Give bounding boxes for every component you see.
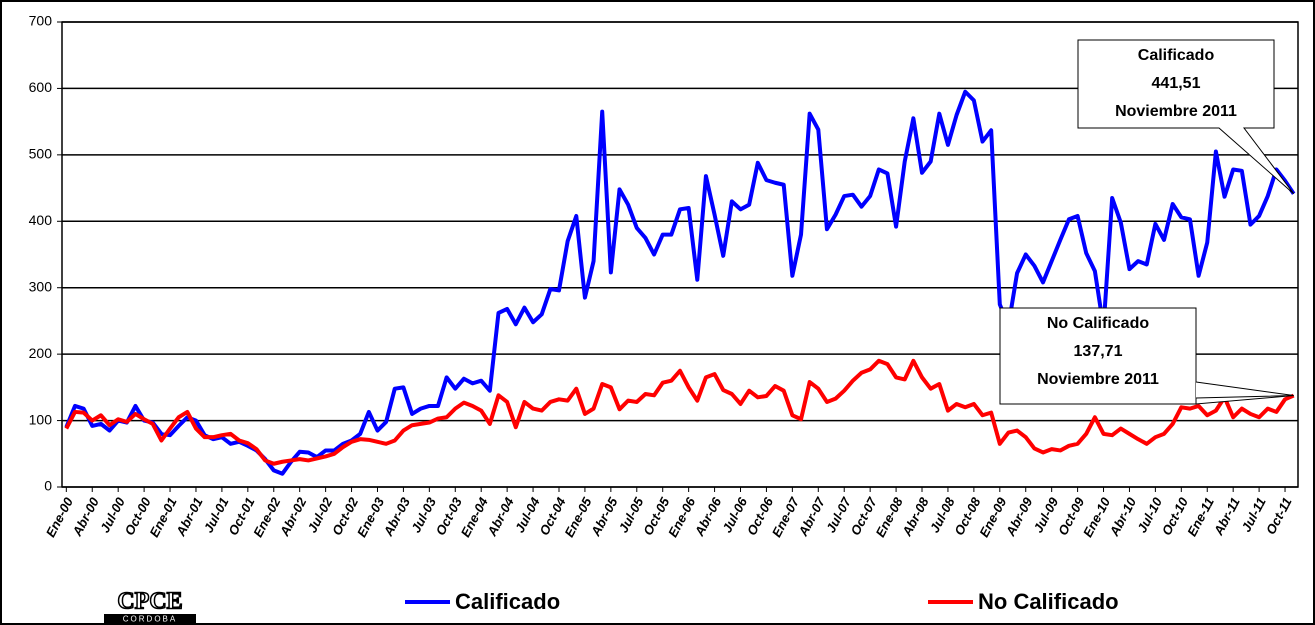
y-tick-label: 600 <box>29 79 53 95</box>
callout-text: 441,51 <box>1152 75 1201 92</box>
y-tick-label: 400 <box>29 212 53 228</box>
y-tick-label: 500 <box>29 146 53 162</box>
callout-pointer <box>1195 381 1294 399</box>
y-tick-label: 700 <box>29 13 53 29</box>
callout-box <box>1077 39 1295 195</box>
callout-text: Noviembre 2011 <box>1037 371 1159 388</box>
legend-label: No Calificado <box>978 589 1119 614</box>
y-tick-label: 200 <box>29 345 53 361</box>
line-series <box>64 89 1296 476</box>
y-tick-label: 300 <box>29 278 53 294</box>
y-tick-label: 0 <box>44 478 52 494</box>
callout-text: Calificado <box>1138 47 1215 64</box>
callout: No Calificado 137,71 Noviembre 2011 <box>999 307 1294 405</box>
callout-text: No Calificado <box>1047 315 1149 332</box>
legend-label: Calificado <box>455 589 560 614</box>
logo: CPCE CORDOBA <box>104 588 196 624</box>
line-series <box>64 358 1295 466</box>
callout-text: 137,71 <box>1074 343 1123 360</box>
callout-text: Noviembre 2011 <box>1115 103 1237 120</box>
callout: Calificado 441,51 Noviembre 2011 <box>1077 39 1295 195</box>
logo-band <box>104 614 196 624</box>
logo-subtext: CORDOBA <box>123 615 177 624</box>
y-tick-label: 100 <box>29 411 53 427</box>
logo-text: CPCE <box>117 589 182 615</box>
